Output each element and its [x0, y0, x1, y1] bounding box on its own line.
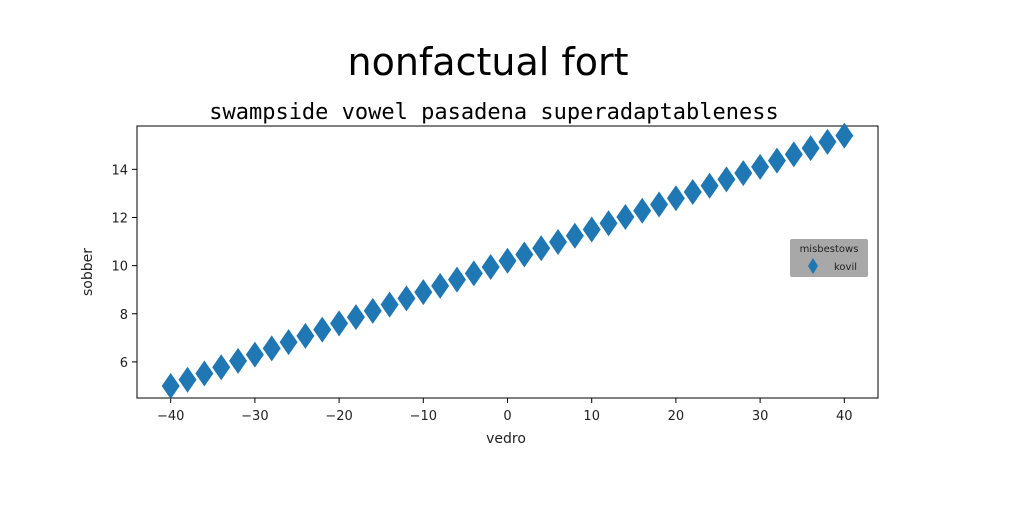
data-point	[447, 266, 466, 293]
data-point	[161, 372, 180, 399]
data-point	[498, 247, 517, 274]
x-tick-label: 20	[668, 409, 685, 424]
data-point	[565, 222, 584, 249]
y-tick-label: 8	[120, 308, 128, 323]
data-point	[633, 197, 652, 224]
x-tick-label: 30	[752, 409, 769, 424]
data-point	[464, 260, 483, 287]
data-point	[346, 304, 365, 331]
x-axis: −40 −30 −20 −10 0 10 20 30 40	[157, 398, 853, 424]
x-tick-label: −30	[241, 409, 268, 424]
data-point	[683, 178, 702, 205]
data-point	[549, 229, 568, 256]
data-point	[178, 366, 197, 393]
data-point	[397, 285, 416, 312]
data-point	[313, 316, 332, 343]
data-point	[801, 135, 820, 162]
data-point	[717, 166, 736, 193]
data-point	[650, 191, 669, 218]
y-tick-label: 12	[111, 211, 128, 226]
data-point	[363, 297, 382, 324]
data-point	[751, 153, 770, 180]
data-point	[195, 360, 214, 387]
data-point	[532, 235, 551, 262]
legend-title: misbestows	[800, 244, 859, 255]
y-axis: 6 8 10 12 14	[111, 163, 137, 371]
data-point	[414, 279, 433, 306]
chart-subtitle: swampside vowel pasadena superadaptablen…	[209, 100, 779, 125]
data-point	[784, 141, 803, 168]
data-point	[330, 310, 349, 337]
x-tick-label: −20	[325, 409, 352, 424]
data-point	[245, 341, 264, 368]
legend: misbestows kovil	[790, 239, 868, 277]
series-kovil-points	[161, 122, 854, 399]
x-axis-label: vedro	[486, 431, 526, 447]
data-point	[666, 185, 685, 212]
y-tick-label: 6	[120, 356, 128, 371]
data-point	[818, 128, 837, 155]
legend-label-kovil: kovil	[834, 262, 857, 273]
data-point	[296, 322, 315, 349]
x-tick-label: −40	[157, 409, 184, 424]
x-tick-label: 10	[583, 409, 600, 424]
y-tick-label: 14	[111, 163, 128, 178]
x-tick-label: 40	[836, 409, 853, 424]
data-point	[700, 172, 719, 199]
chart-title: nonfactual fort	[347, 40, 628, 84]
y-axis-label: sobber	[80, 248, 96, 296]
data-point	[515, 241, 534, 268]
legend-marker-kovil	[808, 258, 818, 274]
data-point	[599, 210, 618, 237]
data-point	[582, 216, 601, 243]
data-point	[616, 203, 635, 230]
x-tick-label: 0	[503, 409, 511, 424]
data-point	[229, 347, 248, 374]
data-point	[835, 122, 854, 149]
data-point	[767, 147, 786, 174]
y-tick-label: 10	[111, 260, 128, 275]
data-point	[279, 329, 298, 356]
data-point	[262, 335, 281, 362]
x-tick-label: −10	[410, 409, 437, 424]
data-point	[212, 354, 231, 381]
data-point	[734, 160, 753, 187]
data-point	[431, 272, 450, 299]
data-point	[481, 254, 500, 281]
data-point	[380, 291, 399, 318]
